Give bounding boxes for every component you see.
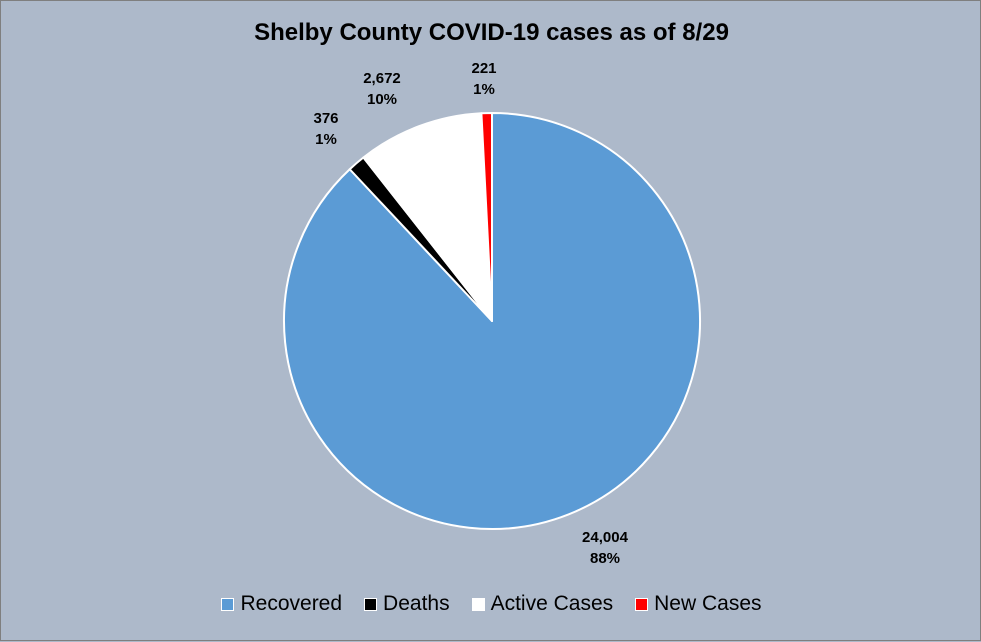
legend-swatch-recovered <box>221 597 235 611</box>
legend-label-recovered: Recovered <box>240 592 343 615</box>
legend-item-active-cases: Active Cases <box>471 592 614 616</box>
data-label-percent-new-cases: 1% <box>473 81 495 98</box>
legend-item-deaths: Deaths <box>364 592 450 616</box>
data-label-value-recovered: 24,004 <box>582 529 629 546</box>
pie-slice-active-cases <box>362 112 493 322</box>
data-label-percent-deaths: 1% <box>315 131 337 148</box>
legend-label-active-cases: Active Cases <box>490 592 614 615</box>
legend-label-new-cases: New Cases <box>654 592 762 615</box>
legend-item-new-cases: New Cases <box>635 592 762 616</box>
legend-swatch-new-cases <box>635 597 649 611</box>
data-label-value-new-cases: 221 <box>471 60 496 77</box>
chart-legend: Recovered Deaths Active Cases New Cases <box>1 592 981 616</box>
pie-slice-new-cases <box>480 112 493 322</box>
legend-label-deaths: Deaths <box>383 592 450 615</box>
data-label-value-deaths: 376 <box>313 110 338 127</box>
legend-item-recovered: Recovered <box>221 592 342 616</box>
data-label-percent-recovered: 88% <box>590 550 620 567</box>
data-label-percent-active-cases: 10% <box>367 91 397 108</box>
data-label-value-active-cases: 2,672 <box>363 70 401 87</box>
chart-title: Shelby County COVID-19 cases as of 8/29 <box>254 19 729 46</box>
pie-slice-recovered <box>283 112 701 530</box>
legend-swatch-active-cases <box>471 597 485 611</box>
legend-swatch-deaths <box>364 597 378 611</box>
